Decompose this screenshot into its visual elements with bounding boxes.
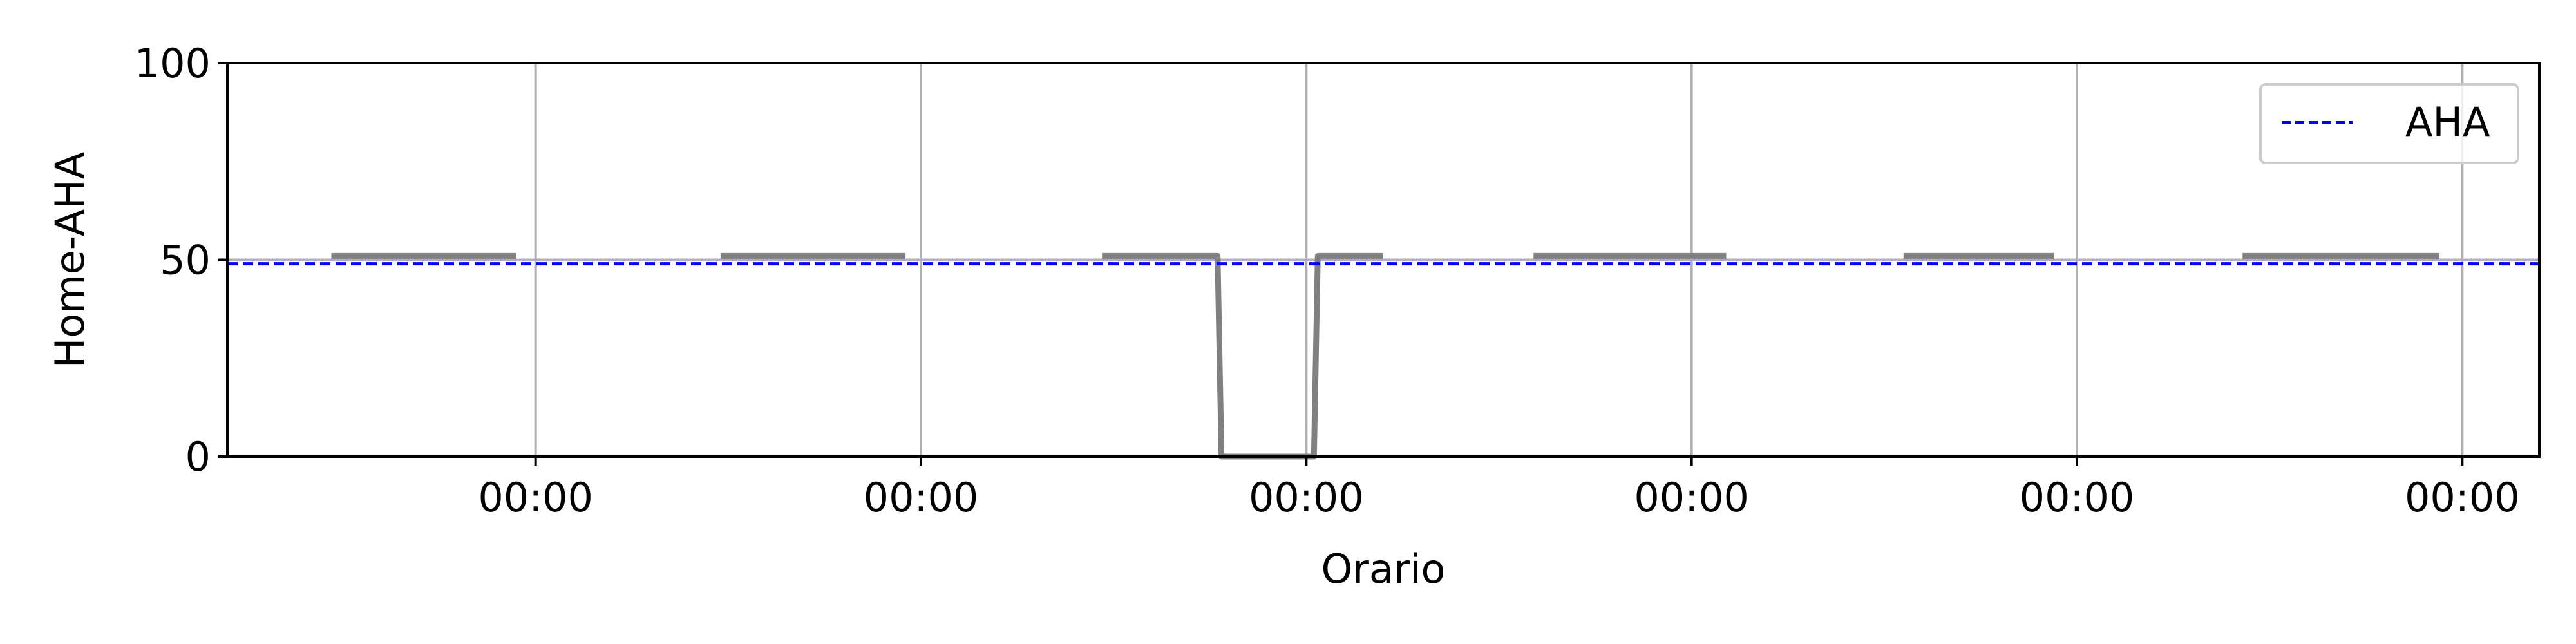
legend-label-aha: AHA <box>2405 99 2490 146</box>
x-axis-label: Orario <box>1321 545 1446 592</box>
legend-box <box>2259 83 2519 164</box>
y-tick-label: 50 <box>160 237 211 284</box>
x-tick-label: 00:00 <box>2405 474 2520 521</box>
series-layer <box>227 252 2539 460</box>
x-tick-label: 00:00 <box>864 474 979 521</box>
x-tick-label: 00:00 <box>1634 474 1749 521</box>
grid-lines <box>227 62 2539 458</box>
x-tick-label: 00:00 <box>2020 474 2135 521</box>
y-tick-label: 100 <box>135 40 211 87</box>
legend: AHA <box>2259 83 2519 164</box>
data-line-segment <box>1102 252 1383 460</box>
y-axis-label: Home-AHA <box>46 152 93 368</box>
x-tick-label: 00:00 <box>478 474 593 521</box>
axis-ticks: 00:00 00:00 00:00 00:00 00:00 00:00 0 50 100 <box>135 40 2520 521</box>
y-tick-label: 0 <box>185 433 211 480</box>
x-tick-label: 00:00 <box>1249 474 1364 521</box>
